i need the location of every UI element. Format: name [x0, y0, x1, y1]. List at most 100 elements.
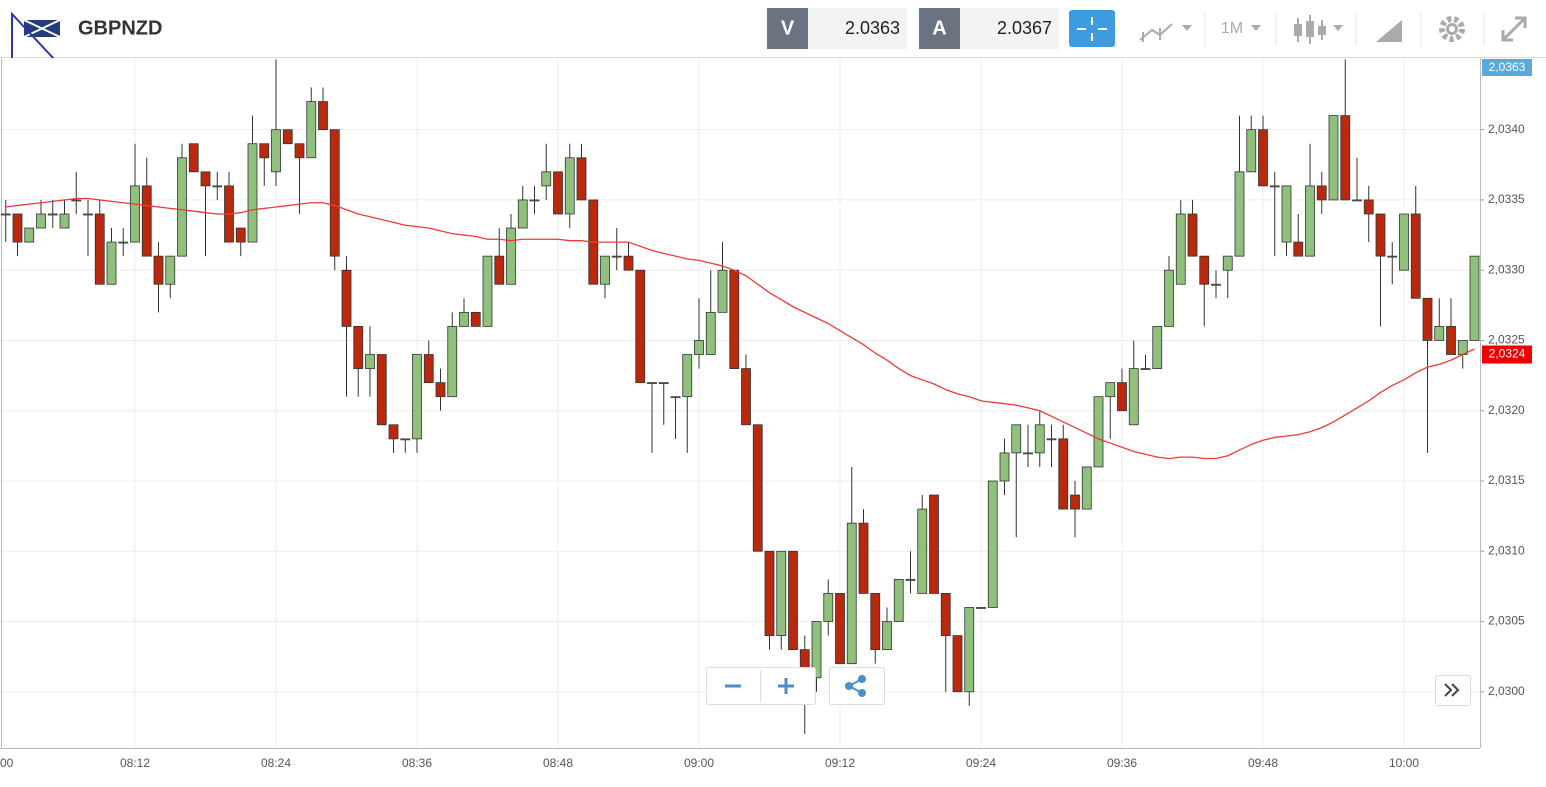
candle-body: [353, 326, 364, 369]
candle-body: [1070, 494, 1080, 510]
candle-body: [59, 213, 70, 229]
moving-average: [5, 197, 1475, 460]
candle-body: [329, 129, 340, 257]
candle-body: [106, 241, 117, 285]
dropdown-arrow: [1333, 25, 1343, 31]
candle-body: [1234, 171, 1245, 257]
candle-body: [788, 550, 798, 651]
candle-body: [517, 199, 528, 229]
zoom-controls: [706, 667, 1471, 706]
scroll-end-button[interactable]: [1435, 675, 1471, 706]
candle-body: [200, 171, 211, 187]
share-dot: [845, 682, 853, 690]
last-price-tag: 2,0363: [1489, 60, 1526, 74]
candle-body: [1034, 424, 1045, 454]
dropdown-arrow: [1251, 25, 1261, 31]
draw-icon[interactable]: [1376, 20, 1402, 42]
y-tick-label: 2,0335: [1488, 192, 1525, 206]
candle-body: [177, 157, 187, 257]
candle-body: [141, 185, 152, 257]
candles-icon-body: [1318, 26, 1326, 35]
candle-body: [1222, 255, 1233, 271]
x-tick-label: 00: [0, 756, 14, 770]
candle-body: [1081, 466, 1092, 510]
candle-body: [1446, 326, 1456, 355]
candle-body: [1340, 115, 1351, 201]
candle-body: [1128, 368, 1139, 426]
candle-body: [0, 213, 11, 216]
settings-icon[interactable]: [1439, 16, 1465, 42]
candle-body: [741, 368, 751, 426]
candle-body: [752, 424, 763, 552]
candle-body: [882, 621, 892, 651]
candles-icon-body: [1306, 21, 1314, 37]
candle-body: [318, 101, 328, 131]
candle-body: [435, 382, 446, 398]
candle-body: [376, 354, 387, 426]
candle-body: [423, 354, 434, 384]
candle-body: [1363, 199, 1374, 215]
candle-body: [1140, 368, 1151, 370]
candle-body: [130, 185, 140, 243]
candle-body: [1152, 326, 1163, 369]
candle-body: [282, 129, 293, 145]
candle-body: [1410, 213, 1421, 299]
candle-body: [247, 143, 258, 243]
candle-body: [705, 311, 716, 355]
candle-body: [987, 480, 998, 608]
candle-body: [976, 607, 986, 609]
candle-body: [670, 396, 681, 399]
candle-body: [1093, 396, 1104, 468]
candle-body: [259, 143, 270, 159]
chart-type-icon[interactable]: [1139, 23, 1173, 42]
candle-body: [1105, 382, 1116, 398]
candle-body: [94, 213, 105, 285]
candle-body: [212, 185, 223, 188]
candle-body: [47, 213, 58, 216]
candles-icon-body: [1294, 24, 1302, 36]
x-tick-label: 10:00: [1389, 756, 1419, 770]
crosshair-button[interactable]: [1069, 10, 1115, 47]
candle-body: [365, 354, 375, 369]
bid-label: V: [781, 17, 795, 39]
share-dot: [858, 689, 866, 697]
y-tick-label: 2,0340: [1488, 122, 1525, 136]
bid-box: [808, 8, 907, 49]
candle-body: [1375, 213, 1386, 257]
candle-body: [999, 452, 1010, 482]
candle-body: [388, 424, 399, 440]
candle-body: [118, 241, 129, 244]
candle-body: [153, 255, 164, 285]
candle-body: [682, 354, 693, 398]
candle-body: [1046, 438, 1057, 441]
x-tick-label: 09:12: [825, 756, 855, 770]
timeframe[interactable]: 1M: [1221, 20, 1243, 37]
candle-body: [1187, 213, 1198, 257]
fullscreen-icon[interactable]: [1501, 16, 1527, 42]
x-tick-label: 09:24: [966, 756, 996, 770]
share-button[interactable]: [829, 667, 885, 705]
candle-body: [400, 438, 411, 441]
candle-body: [635, 269, 646, 384]
candle-body: [776, 550, 787, 636]
candle-body: [1293, 241, 1304, 257]
candle-body: [294, 143, 305, 159]
candle-body: [647, 382, 657, 385]
candle-body: [729, 269, 740, 369]
candle-body: [694, 340, 704, 355]
ask-button[interactable]: [919, 8, 960, 49]
candle-body: [905, 578, 916, 581]
candle-body: [36, 213, 46, 229]
candle-body: [611, 255, 622, 258]
candle-body: [835, 593, 845, 665]
x-tick-label: 08:24: [261, 756, 291, 770]
candle-body: [1246, 129, 1257, 173]
candle-body: [1199, 255, 1210, 285]
candle-body: [1058, 438, 1069, 510]
candle-body: [235, 227, 246, 243]
bid-button[interactable]: [767, 8, 808, 49]
y-tick-label: 2,0300: [1488, 684, 1525, 698]
zoom-in[interactable]: [778, 678, 794, 694]
